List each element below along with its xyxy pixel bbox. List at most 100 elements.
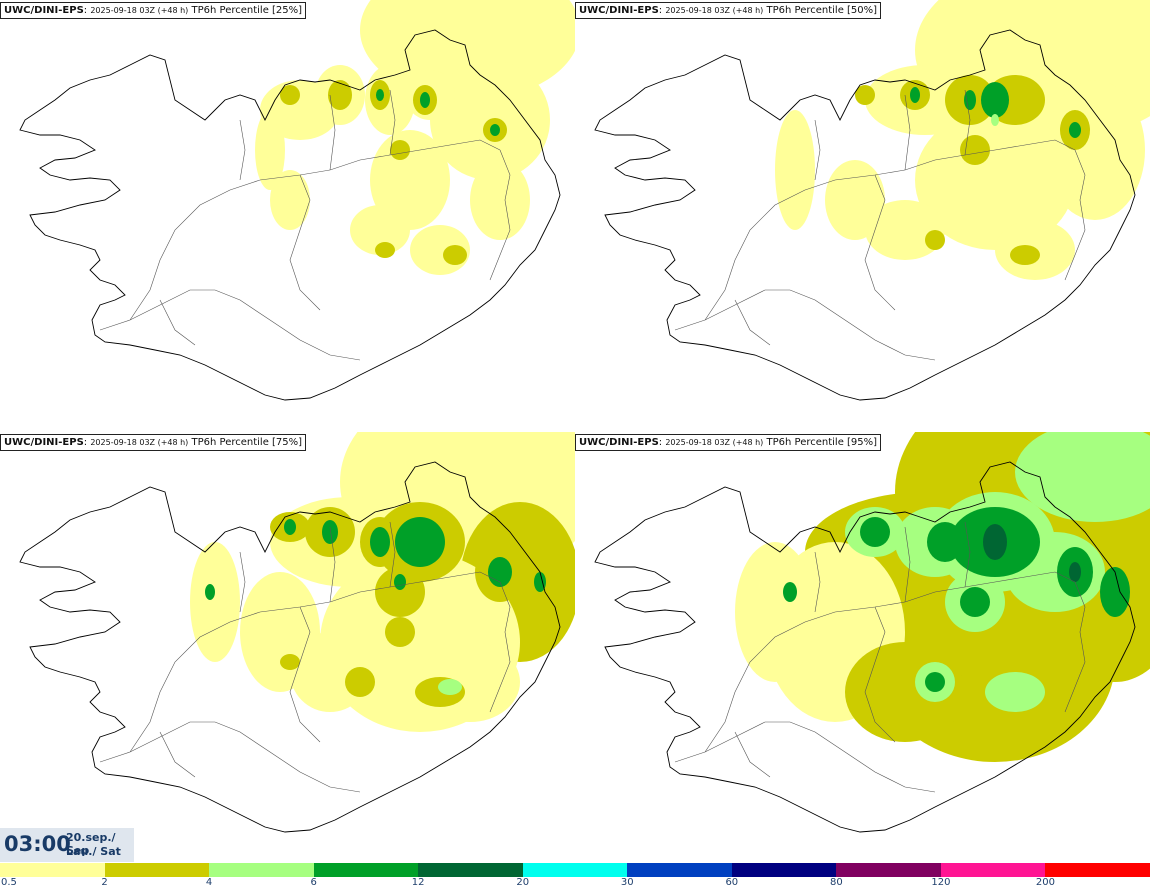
road-line xyxy=(1064,149,1086,281)
colorbar-tick-label: 6 xyxy=(310,877,317,888)
precip-field xyxy=(190,432,575,732)
precip-area xyxy=(1100,567,1130,617)
precip-area xyxy=(910,87,920,103)
precip-area xyxy=(783,582,797,602)
precip-area xyxy=(865,200,945,260)
road-line xyxy=(814,551,821,613)
precip-field xyxy=(255,0,575,275)
valid-day: Lau./ Sat xyxy=(66,845,121,858)
model-name: UWC/DINI-EPS xyxy=(4,5,84,16)
colorbar-swatch xyxy=(0,863,105,877)
colorbar-ticks: 0.5 2 4 6 12 20 30 60 80 120 200 xyxy=(0,877,1150,891)
precip-field xyxy=(735,432,1150,762)
precip-area xyxy=(390,140,410,160)
precip-area xyxy=(983,524,1007,560)
colorbar-swatch xyxy=(104,863,210,877)
colorbar-tick-label: 0.5 xyxy=(1,877,17,888)
precip-area xyxy=(280,654,300,670)
precip-area xyxy=(375,242,395,258)
road-line xyxy=(904,139,1076,171)
colorbar-tick-label: 4 xyxy=(205,877,213,888)
valid-time-box: 03:00 20.sep./ Sep Lau./ Sat xyxy=(0,828,134,862)
colorbar-tick-label: 12 xyxy=(411,877,425,888)
precip-map xyxy=(19,0,575,401)
road-line xyxy=(734,299,771,346)
map-panel-p95: UWC/DINI-EPS: 2025-09-18 03Z (+48 h) TP6… xyxy=(575,432,1150,864)
colorbar-tick-label: 60 xyxy=(725,877,739,888)
precip-area xyxy=(420,92,430,108)
precip-area xyxy=(855,85,875,105)
panel-title: UWC/DINI-EPS: 2025-09-18 03Z (+48 h) TP6… xyxy=(0,2,307,19)
model-name: UWC/DINI-EPS xyxy=(4,437,84,448)
colorbar-tick-label: 200 xyxy=(1035,877,1055,888)
precip-colorbar xyxy=(0,863,1150,877)
run-time: 2025-09-18 03Z (+48 h) xyxy=(665,438,764,447)
map-panel-p25: UWC/DINI-EPS: 2025-09-18 03Z (+48 h) TP6… xyxy=(0,0,575,432)
road-line xyxy=(159,299,196,346)
road-line xyxy=(329,571,501,603)
precip-area xyxy=(255,110,285,190)
precip-area xyxy=(991,114,999,126)
model-name: UWC/DINI-EPS xyxy=(579,437,659,448)
product-label: TP6h Percentile [75%] xyxy=(191,437,303,448)
colorbar-tick-label: 2 xyxy=(101,877,108,888)
precip-area xyxy=(960,135,990,165)
precip-area xyxy=(860,517,890,547)
road-line xyxy=(864,606,896,743)
precip-area xyxy=(375,567,425,617)
precip-area xyxy=(470,160,530,240)
road-line xyxy=(1064,581,1086,713)
precip-area xyxy=(1010,245,1040,265)
road-line xyxy=(289,606,321,743)
road-line xyxy=(389,521,396,588)
precip-area xyxy=(534,572,546,592)
colorbar-swatch xyxy=(731,863,837,877)
panel-title: UWC/DINI-EPS: 2025-09-18 03Z (+48 h) TP6… xyxy=(0,434,307,451)
precip-area xyxy=(284,519,296,535)
precip-area xyxy=(981,82,1009,118)
precip-area xyxy=(322,520,338,544)
product-label: TP6h Percentile [50%] xyxy=(766,5,878,16)
product-label: TP6h Percentile [95%] xyxy=(766,437,878,448)
precip-area xyxy=(205,584,215,600)
road-line xyxy=(489,149,511,281)
precip-area xyxy=(385,617,415,647)
road-line xyxy=(734,731,771,778)
road-line xyxy=(674,289,936,361)
colorbar-tick-label: 80 xyxy=(829,877,843,888)
precip-area xyxy=(190,542,240,662)
colorbar-swatch xyxy=(836,863,941,877)
precip-area xyxy=(488,557,512,587)
road-line xyxy=(289,174,321,311)
colorbar-tick-label: 30 xyxy=(620,877,634,888)
colorbar-swatch xyxy=(627,863,732,877)
precip-area xyxy=(394,574,406,590)
precip-area xyxy=(925,672,945,692)
road-line xyxy=(674,721,936,793)
road-line xyxy=(239,119,246,181)
road-line xyxy=(904,526,911,603)
road-line xyxy=(704,601,906,753)
colorbar-swatch xyxy=(522,863,628,877)
precip-area xyxy=(376,89,384,101)
map-panel-p50: UWC/DINI-EPS: 2025-09-18 03Z (+48 h) TP6… xyxy=(575,0,1150,432)
colorbar-tick-label: 120 xyxy=(931,877,951,888)
run-time: 2025-09-18 03Z (+48 h) xyxy=(90,438,189,447)
road-line xyxy=(129,169,331,321)
road-line xyxy=(99,289,361,361)
precip-area xyxy=(328,80,352,110)
road-line xyxy=(129,601,331,753)
precip-area xyxy=(964,90,976,110)
road-line xyxy=(904,571,1076,603)
road-line xyxy=(904,94,911,171)
precip-area xyxy=(443,245,467,265)
panel-title: UWC/DINI-EPS: 2025-09-18 03Z (+48 h) TP6… xyxy=(575,2,882,19)
road-line xyxy=(704,169,906,321)
precip-area xyxy=(490,124,500,136)
run-time: 2025-09-18 03Z (+48 h) xyxy=(90,6,189,15)
precip-area xyxy=(370,527,390,557)
colorbar-tick-label: 20 xyxy=(516,877,530,888)
precip-map xyxy=(594,432,1150,833)
valid-clock: 03:00 xyxy=(4,832,71,856)
colorbar-swatch xyxy=(1045,863,1150,877)
